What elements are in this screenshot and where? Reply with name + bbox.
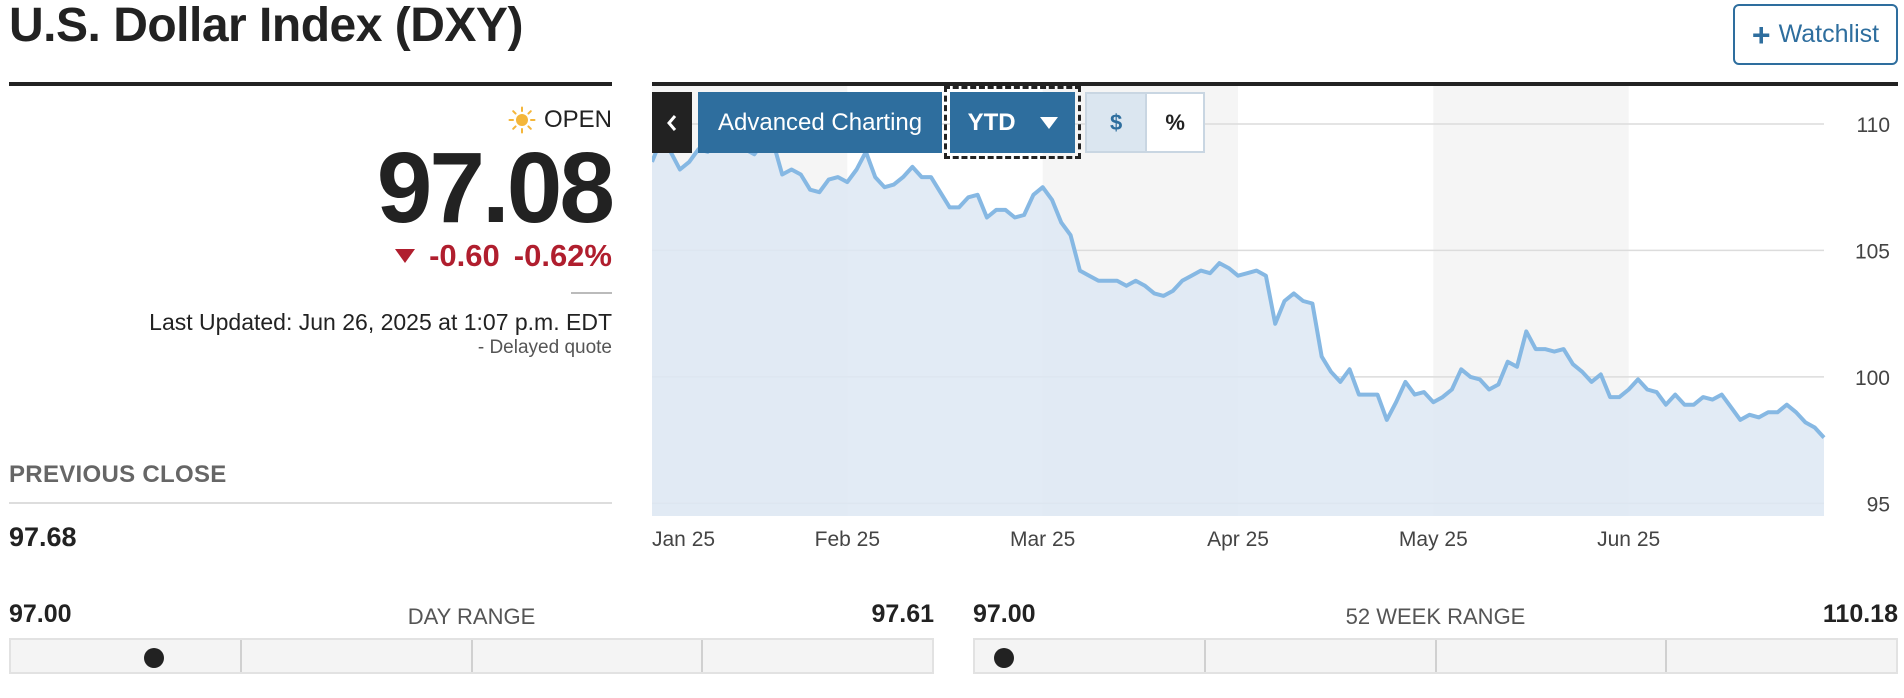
sun-icon <box>508 106 536 134</box>
day-range-low: 97.00 <box>9 600 72 628</box>
x-tick-label: Jan 25 <box>652 528 715 551</box>
divider <box>9 502 612 504</box>
range-dropdown[interactable]: YTD <box>950 92 1076 153</box>
plus-icon: + <box>1751 16 1771 53</box>
range-dropdown-label: YTD <box>967 108 1016 136</box>
percent-mode-button[interactable]: % <box>1145 94 1204 151</box>
add-to-watchlist-button[interactable]: + Watchlist <box>1733 4 1898 65</box>
x-tick-label: May 25 <box>1399 528 1468 551</box>
day-range-label: DAY RANGE <box>407 604 536 629</box>
price-chart-svg: 110 105 100 95 Jan 25 Feb 25 Mar 25 Apr 25 May 2… <box>652 86 1890 551</box>
quote-top-rule <box>9 82 612 86</box>
52-week-range-label: 52 WEEK RANGE <box>1345 604 1526 629</box>
watchlist-label: Watchlist <box>1778 20 1880 48</box>
down-arrow-icon <box>395 249 416 263</box>
delayed-quote-note: - Delayed quote <box>477 337 612 358</box>
previous-close-value: 97.68 <box>9 522 77 552</box>
divider <box>571 292 612 294</box>
value-mode-toggle: $ % <box>1085 92 1206 153</box>
x-tick-label: Apr 25 <box>1207 528 1269 551</box>
chart-top-rule <box>652 82 1898 86</box>
last-updated: Last Updated: Jun 26, 2025 at 1:07 p.m. … <box>149 309 612 335</box>
52-week-high: 110.18 <box>1822 600 1898 628</box>
x-tick-label: Jun 25 <box>1597 528 1660 551</box>
x-tick-label: Feb 25 <box>815 528 880 551</box>
range-selector-focus: YTD <box>944 86 1082 159</box>
chart-toolbar: Advanced Charting YTD $ % <box>652 86 1206 159</box>
52-week-range-track <box>973 638 1898 674</box>
chart-back-button[interactable] <box>652 92 692 153</box>
change-value: -0.60 <box>429 238 500 273</box>
current-price: 97.08 <box>376 132 615 244</box>
page-title: U.S. Dollar Index (DXY) <box>9 0 523 52</box>
y-tick-label: 95 <box>1867 493 1890 516</box>
market-status-label: OPEN <box>543 106 612 133</box>
52-week-low: 97.00 <box>973 600 1036 628</box>
chevron-down-icon <box>1039 116 1058 129</box>
price-change: -0.60 -0.62% <box>395 238 612 274</box>
y-tick-label: 100 <box>1855 367 1890 390</box>
52-week-range-marker <box>993 648 1014 668</box>
price-chart[interactable]: 110 105 100 95 Jan 25 Feb 25 Mar 25 Apr 25 May 2… <box>652 86 1904 556</box>
series-line <box>652 124 1826 439</box>
advanced-charting-button[interactable]: Advanced Charting <box>698 92 943 153</box>
change-percent: -0.62% <box>513 238 612 273</box>
series-area <box>652 126 1824 516</box>
market-status: OPEN <box>508 106 612 134</box>
y-tick-label: 110 <box>1857 114 1890 137</box>
y-tick-label: 105 <box>1855 240 1890 263</box>
previous-close-label: PREVIOUS CLOSE <box>9 461 227 488</box>
dollar-mode-button[interactable]: $ <box>1087 94 1146 151</box>
x-tick-label: Mar 25 <box>1010 528 1075 551</box>
day-range-marker <box>144 648 165 668</box>
day-range-high: 97.61 <box>871 600 934 628</box>
chevron-left-icon <box>667 114 677 131</box>
